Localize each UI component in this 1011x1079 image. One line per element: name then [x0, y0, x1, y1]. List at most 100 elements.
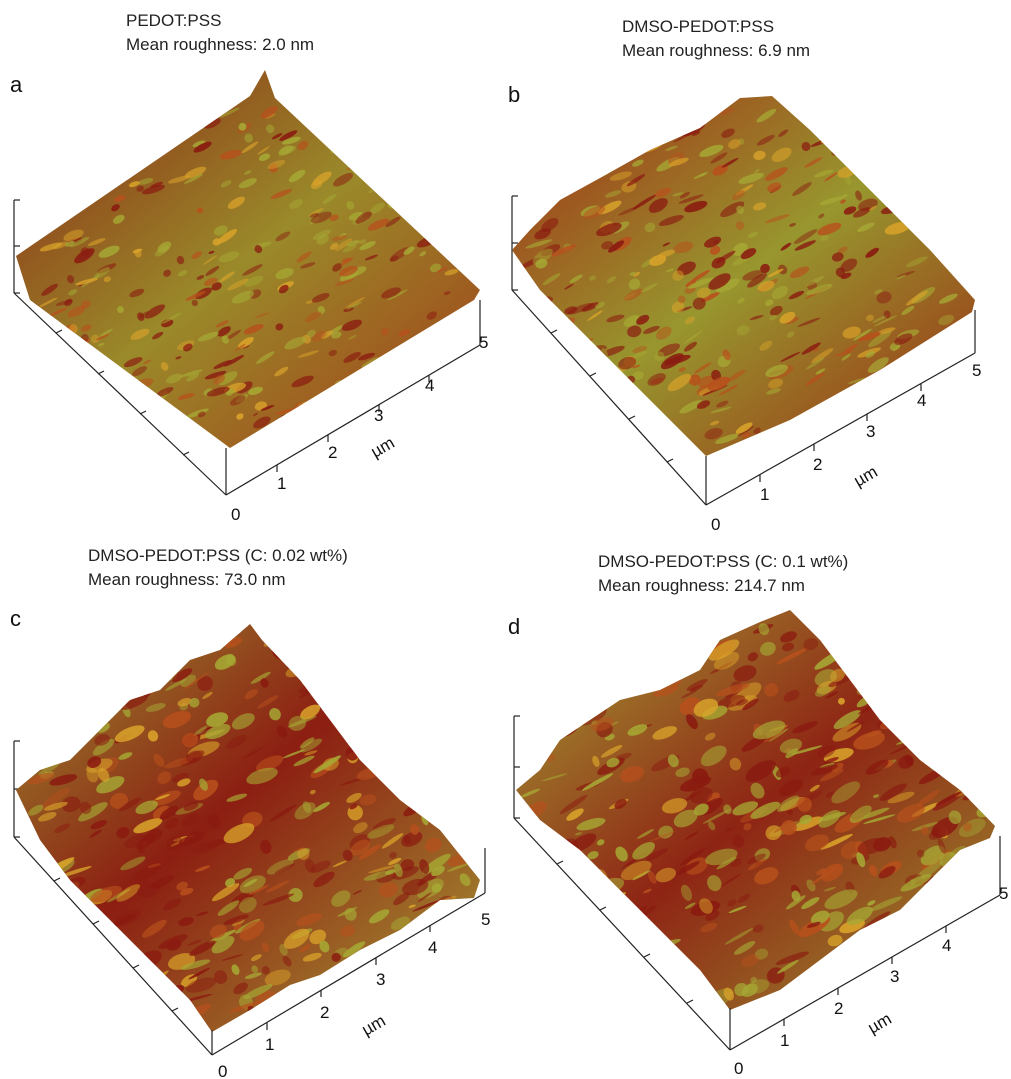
surface-texture-fleck [389, 255, 399, 262]
surface-texture-fleck [137, 677, 147, 689]
surface-texture-fleck [539, 942, 546, 946]
surface-texture-fleck [934, 631, 948, 640]
surface-texture-fleck [623, 314, 640, 327]
panel-c-x-axis [211, 892, 486, 1056]
surface-texture-fleck [842, 629, 864, 647]
surface-texture-fleck [672, 192, 684, 197]
surface-texture-fleck [35, 916, 66, 935]
surface-texture-fleck [223, 823, 255, 844]
surface-texture-fleck [947, 108, 963, 122]
surface-texture-fleck [159, 805, 179, 820]
surface-texture-fleck [527, 388, 549, 399]
surface-texture-fleck [78, 802, 108, 822]
surface-texture-fleck [865, 759, 889, 775]
surface-texture-fleck [588, 959, 611, 973]
surface-texture-fleck [42, 907, 62, 919]
surface-texture-fleck [868, 330, 892, 348]
surface-texture-fleck [535, 117, 561, 132]
surface-texture-fleck [68, 289, 78, 296]
surface-texture-fleck [452, 651, 480, 666]
surface-texture-fleck [52, 109, 63, 116]
surface-texture-fleck [523, 135, 542, 151]
surface-texture-fleck [154, 245, 170, 257]
surface-texture-fleck [398, 355, 417, 368]
surface-texture-fleck [431, 866, 445, 877]
surface-texture-fleck [681, 689, 698, 699]
surface-texture-fleck [940, 221, 954, 232]
surface-texture-fleck [738, 172, 764, 184]
surface-texture-fleck [70, 133, 82, 139]
surface-texture-fleck [869, 896, 903, 912]
surface-texture-fleck [244, 972, 262, 979]
surface-texture-fleck [113, 913, 137, 926]
surface-texture-fleck [544, 109, 559, 119]
surface-texture-fleck [302, 952, 322, 962]
surface-texture-fleck [942, 256, 955, 265]
surface-texture-fleck [309, 217, 320, 225]
surface-texture-fleck [960, 695, 990, 708]
panel-c: DMSO-PEDOT:PSS (C: 0.02 wt%) Mean roughn… [10, 546, 490, 1079]
surface-texture-fleck [118, 643, 146, 658]
surface-texture-fleck [172, 772, 189, 783]
surface-texture-fleck [364, 254, 378, 261]
surface-texture-fleck [55, 929, 79, 945]
surface-texture-fleck [177, 393, 195, 400]
surface-texture-fleck [403, 246, 415, 255]
surface-texture-fleck [843, 343, 858, 354]
surface-texture-fleck [747, 652, 759, 662]
surface-texture-fleck [704, 732, 716, 741]
surface-texture-fleck [235, 393, 248, 404]
surface-texture-fleck [89, 829, 102, 838]
surface-texture-fleck [778, 129, 789, 137]
surface-texture-fleck [945, 431, 954, 436]
surface-texture-fleck [99, 987, 120, 996]
panel-d-y-ticks [556, 860, 694, 1004]
surface-texture-fleck [867, 357, 889, 373]
surface-texture-fleck [864, 125, 881, 137]
surface-texture-fleck [920, 826, 929, 835]
surface-texture-fleck [614, 799, 627, 809]
surface-texture-fleck [704, 428, 723, 440]
surface-texture-fleck [335, 238, 353, 252]
surface-texture-fleck [648, 831, 677, 842]
surface-texture-fleck [590, 103, 614, 119]
surface-texture-fleck [393, 955, 409, 968]
surface-texture-fleck [414, 779, 437, 792]
surface-texture-fleck [346, 240, 360, 247]
surface-texture-fleck [225, 653, 237, 667]
panel-a-y-ticks [55, 329, 190, 456]
surface-texture-fleck [101, 408, 117, 414]
surface-texture-fleck [896, 803, 925, 823]
surface-texture-fleck [912, 980, 934, 990]
surface-texture-fleck [764, 683, 779, 697]
surface-texture-fleck [410, 175, 424, 182]
surface-texture-fleck [866, 675, 874, 681]
surface-texture-fleck [67, 275, 75, 284]
surface-texture-fleck [564, 283, 574, 290]
surface-texture-fleck [566, 808, 584, 821]
surface-texture-fleck [832, 952, 847, 963]
surface-texture-fleck [689, 787, 713, 804]
surface-texture-fleck [149, 420, 166, 429]
surface-texture-fleck [792, 182, 812, 196]
surface-texture-fleck [63, 371, 73, 378]
surface-texture-fleck [312, 171, 332, 186]
surface-texture-fleck [917, 624, 943, 642]
surface-texture-fleck [137, 312, 145, 322]
surface-texture-fleck [363, 870, 391, 881]
surface-texture-fleck [833, 710, 862, 730]
surface-texture-fleck [647, 428, 660, 436]
surface-texture-fleck [728, 615, 741, 626]
surface-texture-fleck [934, 974, 944, 983]
surface-texture-fleck [129, 288, 145, 298]
surface-texture-fleck [937, 838, 946, 854]
surface-texture-fleck [64, 298, 73, 307]
surface-texture-fleck [323, 413, 335, 421]
surface-texture-fleck [381, 328, 389, 336]
surface-texture-fleck [433, 331, 445, 341]
surface-texture-fleck [921, 431, 930, 441]
surface-texture-fleck [414, 714, 431, 726]
surface-texture-fleck [589, 275, 596, 281]
surface-texture-fleck [340, 925, 355, 937]
surface-texture-fleck [340, 257, 354, 266]
